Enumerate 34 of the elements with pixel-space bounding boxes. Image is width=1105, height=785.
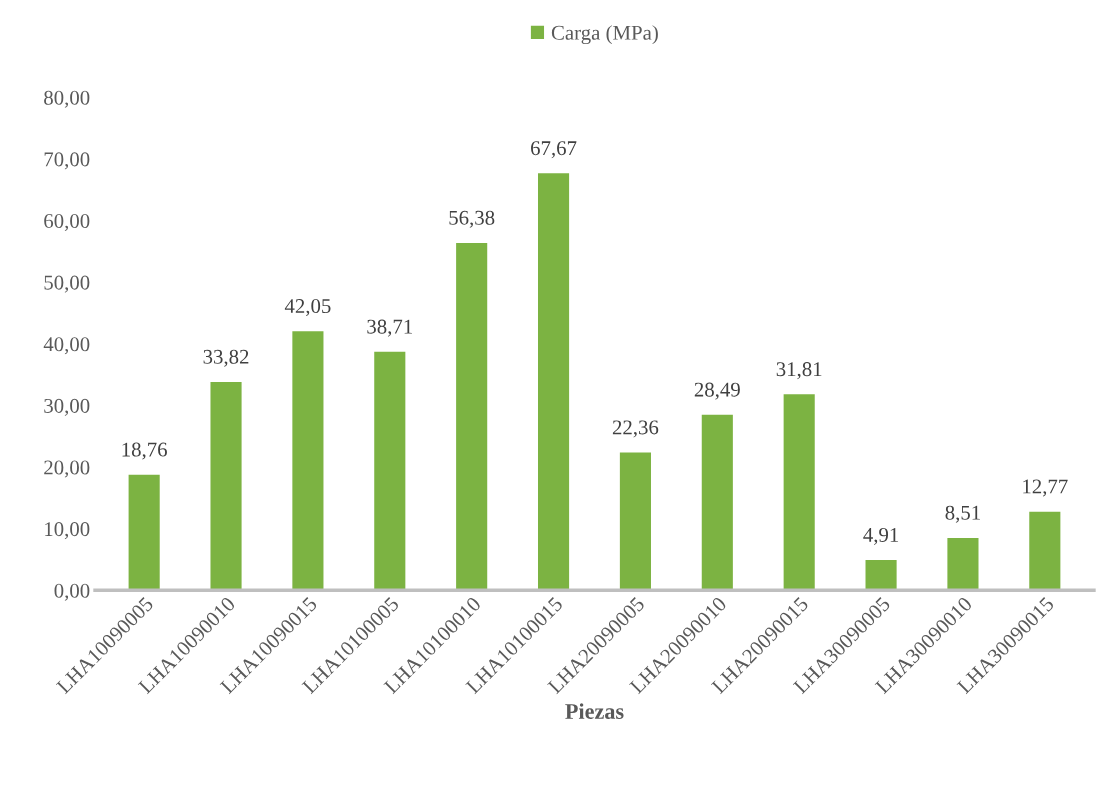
data-label: 22,36 xyxy=(612,420,659,438)
data-label: 12,77 xyxy=(1023,479,1068,497)
y-tick-label: 40,00 xyxy=(43,337,90,355)
x-axis-title: Piezas xyxy=(565,703,624,719)
legend-label: Carga (MPa) xyxy=(551,25,658,45)
data-label: 56,38 xyxy=(449,210,495,228)
y-tick-label: 30,00 xyxy=(44,398,90,416)
data-label: 67,67 xyxy=(531,141,577,159)
data-label: 8,51 xyxy=(945,505,980,523)
bar xyxy=(210,381,242,591)
data-label: 4,91 xyxy=(863,527,899,545)
bar xyxy=(783,394,815,591)
data-label: 18,76 xyxy=(122,442,167,460)
y-tick-label: 70,00 xyxy=(44,152,90,170)
y-tick-label: 60,00 xyxy=(44,213,90,232)
bar xyxy=(701,414,733,591)
bar xyxy=(1029,511,1061,591)
data-label: 33,82 xyxy=(203,349,249,367)
data-label: 38,71 xyxy=(367,319,412,337)
bar xyxy=(128,474,160,591)
y-tick-label: 80,00 xyxy=(44,90,90,108)
bar xyxy=(456,242,488,591)
bar xyxy=(537,173,570,591)
bar xyxy=(619,452,651,591)
y-tick-label: 10,00 xyxy=(45,522,90,540)
y-tick-label: 50,00 xyxy=(44,275,90,293)
data-label: 42,05 xyxy=(284,299,331,317)
bar xyxy=(292,331,324,591)
bar xyxy=(865,560,897,591)
data-label: 28,49 xyxy=(694,382,740,400)
bar xyxy=(947,537,979,591)
bar xyxy=(374,351,406,591)
data-label: 31,81 xyxy=(776,362,822,380)
y-tick-label: 20,00 xyxy=(44,460,90,478)
